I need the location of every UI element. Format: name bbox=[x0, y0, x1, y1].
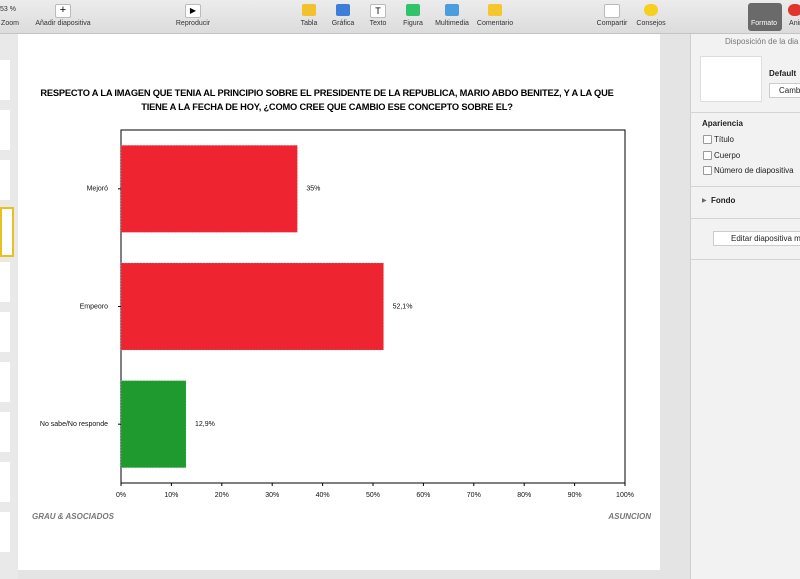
y-tick-label: Empeoro bbox=[80, 303, 109, 310]
footer-left: GRAU & ASOCIADOS bbox=[32, 512, 114, 521]
chart-title: RESPECTO A LA IMAGEN QUE TENIA AL PRINCI… bbox=[40, 88, 614, 112]
edit-master-button[interactable]: Editar diapositiva m bbox=[713, 231, 800, 246]
toolbar-label: Comentario bbox=[476, 20, 514, 27]
x-tick-label: 30% bbox=[265, 492, 279, 499]
thumbnail[interactable] bbox=[0, 110, 10, 150]
sidebar bbox=[690, 34, 800, 579]
background-section[interactable]: Fondo bbox=[711, 196, 736, 205]
toolbar-label: Zoom bbox=[1, 20, 19, 27]
value-label: 35% bbox=[306, 186, 320, 193]
text-icon[interactable]: T bbox=[370, 4, 386, 18]
divider bbox=[690, 186, 800, 187]
footer-right: ASUNCION bbox=[608, 512, 651, 521]
divider bbox=[690, 112, 800, 113]
appearance-heading: Apariencia bbox=[702, 119, 743, 128]
x-tick-label: 60% bbox=[416, 492, 430, 499]
thumbnail[interactable] bbox=[0, 462, 10, 502]
layout-thumbnail[interactable] bbox=[700, 56, 762, 102]
toolbar bbox=[0, 0, 800, 34]
x-tick-label: 80% bbox=[517, 492, 531, 499]
x-tick-label: 50% bbox=[366, 492, 380, 499]
zoom-value[interactable]: 53 % bbox=[0, 6, 16, 13]
divider bbox=[690, 218, 800, 219]
x-tick-label: 20% bbox=[215, 492, 229, 499]
share-icon[interactable] bbox=[604, 4, 620, 18]
checkbox[interactable] bbox=[703, 166, 712, 175]
toolbar-label: Consejos bbox=[636, 20, 666, 27]
x-tick-label: 100% bbox=[616, 492, 634, 499]
format-tab[interactable] bbox=[748, 3, 782, 31]
shape-icon[interactable] bbox=[406, 4, 420, 16]
add-icon[interactable]: + bbox=[55, 4, 71, 18]
change-button[interactable]: Camb bbox=[769, 83, 800, 98]
bar bbox=[120, 144, 298, 233]
toolbar-label: Reproducir bbox=[175, 20, 211, 27]
thumbnail[interactable] bbox=[0, 412, 10, 452]
thumbnail[interactable] bbox=[0, 512, 10, 552]
play-icon[interactable]: ▶ bbox=[185, 4, 201, 18]
checkbox-label: Cuerpo bbox=[714, 151, 741, 160]
x-tick-label: 90% bbox=[568, 492, 582, 499]
thumbnail[interactable] bbox=[0, 160, 10, 200]
toolbar-label: Texto bbox=[369, 20, 387, 27]
toolbar-label: Formato bbox=[750, 20, 778, 27]
animate-icon[interactable] bbox=[788, 4, 800, 16]
toolbar-label: Tabla bbox=[300, 20, 318, 27]
comment-icon[interactable] bbox=[488, 4, 502, 16]
thumbnail-selected[interactable] bbox=[0, 207, 14, 257]
table-icon[interactable] bbox=[302, 4, 316, 16]
toolbar-label: Gráfica bbox=[331, 20, 355, 27]
toolbar-label: Compartir bbox=[596, 20, 628, 27]
x-tick-label: 70% bbox=[467, 492, 481, 499]
thumbnail[interactable] bbox=[0, 60, 10, 100]
value-label: 52,1% bbox=[393, 303, 413, 310]
disclosure-arrow[interactable]: ▶ bbox=[702, 198, 707, 204]
bar bbox=[120, 380, 187, 469]
sidebar-header: Disposición de la dia bbox=[725, 37, 799, 46]
toolbar-label: Multimedia bbox=[435, 20, 469, 27]
x-tick-label: 40% bbox=[316, 492, 330, 499]
layout-name: Default bbox=[769, 69, 797, 78]
chart-icon[interactable] bbox=[336, 4, 350, 16]
thumbnail[interactable] bbox=[0, 262, 10, 302]
toolbar-label: Añadir diapositiva bbox=[35, 20, 91, 27]
y-tick-label: No sabe/No responde bbox=[40, 421, 108, 428]
divider bbox=[690, 259, 800, 260]
checkbox-label: Número de diapositiva bbox=[714, 166, 794, 175]
value-label: 12,9% bbox=[195, 421, 215, 428]
checkbox-label: Título bbox=[714, 135, 735, 144]
x-tick-label: 0% bbox=[116, 492, 126, 499]
thumbnail[interactable] bbox=[0, 362, 10, 402]
tips-icon[interactable] bbox=[644, 4, 658, 16]
toolbar-label: Anim bbox=[789, 20, 800, 27]
thumbnail[interactable] bbox=[0, 312, 10, 352]
chart: 0% 10% 20% 30% 40% 50% 60% 70% 80% 90% 100% Mejoró 3… bbox=[40, 129, 634, 499]
toolbar-label: Figura bbox=[403, 20, 423, 27]
media-icon[interactable] bbox=[445, 4, 459, 16]
y-tick-label: Mejoró bbox=[87, 186, 109, 193]
bar bbox=[120, 262, 385, 351]
checkbox[interactable] bbox=[703, 135, 712, 144]
x-tick-label: 10% bbox=[164, 492, 178, 499]
checkbox[interactable] bbox=[703, 151, 712, 160]
